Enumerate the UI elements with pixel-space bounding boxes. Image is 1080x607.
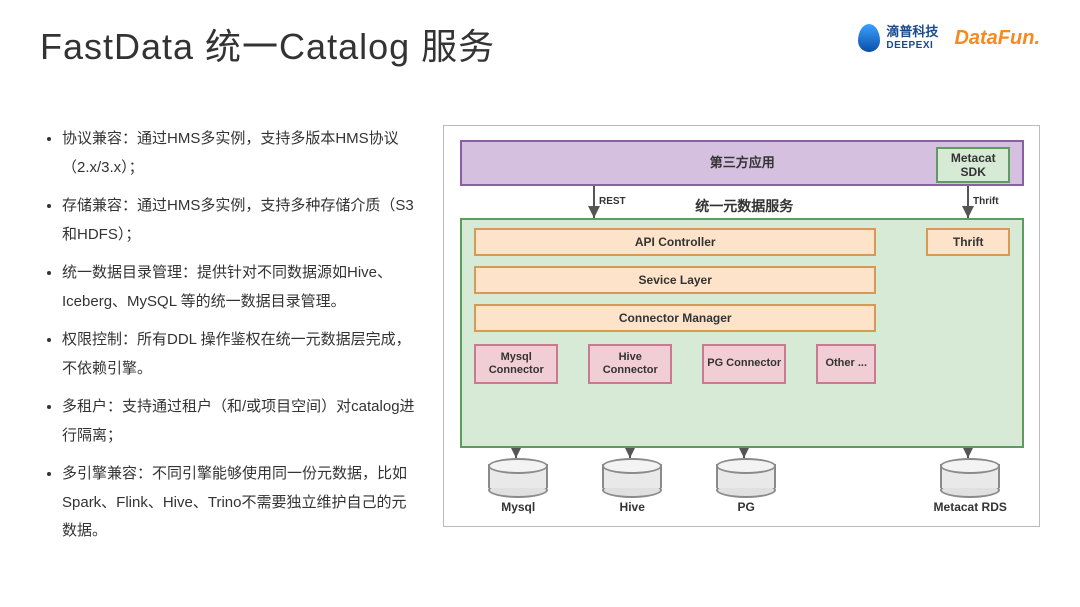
logo-deepexi-cn: 滴普科技	[886, 25, 938, 39]
list-item: 统一数据目录管理：提供针对不同数据源如Hive、Iceberg、MySQL 等的…	[62, 259, 419, 316]
list-item: 多引擎兼容：不同引擎能够使用同一份元数据，比如Spark、Flink、Hive、…	[62, 460, 419, 546]
logo-deepexi-en: DEEPEXI	[886, 40, 938, 51]
droplet-icon	[858, 24, 880, 52]
label-section-title: 统一元数据服务	[644, 198, 844, 215]
label-db-hive: Hive	[592, 500, 672, 514]
db-cylinder-hive	[602, 458, 658, 494]
architecture-diagram: REST Thrift 第三方应用 Metacat SDK 统一元数据服务	[443, 125, 1040, 527]
logo-datafun: DataFun.	[954, 27, 1040, 50]
list-item: 权限控制：所有DDL 操作鉴权在统一元数据层完成，不依赖引擎。	[62, 326, 419, 383]
content: 协议兼容：通过HMS多实例，支持多版本HMS协议（2.x/3.x）； 存储兼容：…	[40, 125, 1040, 556]
label-rest: REST	[599, 196, 626, 207]
header: FastData 统一Catalog 服务 滴普科技 DEEPEXI DataF…	[40, 18, 1040, 70]
label-third-party: 第三方应用	[710, 155, 775, 171]
logo-deepexi: 滴普科技 DEEPEXI	[858, 24, 938, 52]
label-db-metacat-rds: Metacat RDS	[920, 500, 1020, 514]
box-thrift: Thrift	[926, 228, 1010, 256]
list-item: 存储兼容：通过HMS多实例，支持多种存储介质（S3和HDFS）；	[62, 192, 419, 249]
logos: 滴普科技 DEEPEXI DataFun.	[858, 18, 1040, 52]
box-third-party-app: 第三方应用 Metacat SDK	[460, 140, 1024, 186]
box-service-layer: Sevice Layer	[474, 266, 876, 294]
box-api-controller: API Controller	[474, 228, 876, 256]
box-connector-hive: Hive Connector	[588, 344, 672, 384]
box-metacat-sdk: Metacat SDK	[936, 147, 1010, 183]
box-connector-manager: Connector Manager	[474, 304, 876, 332]
box-connector-other: Other ...	[816, 344, 876, 384]
list-item: 协议兼容：通过HMS多实例，支持多版本HMS协议（2.x/3.x）；	[62, 125, 419, 182]
logo-deepexi-text: 滴普科技 DEEPEXI	[886, 25, 938, 50]
page-title: FastData 统一Catalog 服务	[40, 18, 495, 70]
bullet-list: 协议兼容：通过HMS多实例，支持多版本HMS协议（2.x/3.x）； 存储兼容：…	[40, 125, 419, 556]
db-cylinder-pg	[716, 458, 772, 494]
label-thrift: Thrift	[973, 196, 999, 207]
list-item: 多租户：支持通过租户（和/或项目空间）对catalog进行隔离；	[62, 393, 419, 450]
box-connector-pg: PG Connector	[702, 344, 786, 384]
box-connector-mysql: Mysql Connector	[474, 344, 558, 384]
db-cylinder-metacat-rds	[940, 458, 996, 494]
slide: FastData 统一Catalog 服务 滴普科技 DEEPEXI DataF…	[0, 0, 1080, 607]
db-cylinder-mysql	[488, 458, 544, 494]
label-db-pg: PG	[706, 500, 786, 514]
label-db-mysql: Mysql	[478, 500, 558, 514]
